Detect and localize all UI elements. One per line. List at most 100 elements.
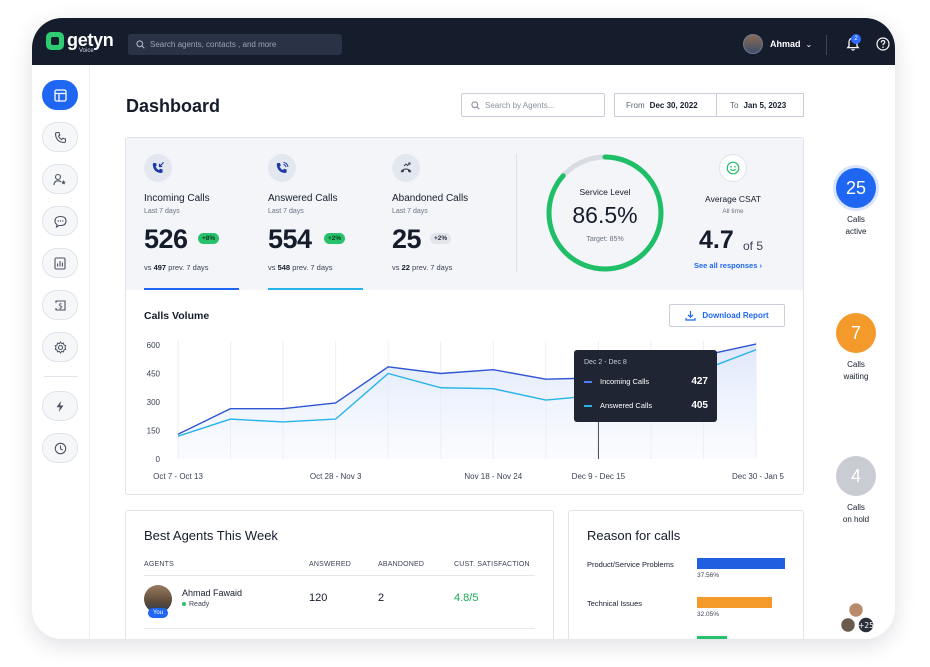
chevron-right-icon: › bbox=[759, 261, 762, 270]
clock-icon bbox=[54, 442, 66, 454]
sidebar-item-dashboard[interactable] bbox=[42, 80, 78, 110]
reason-label: Technical Issues bbox=[587, 599, 643, 608]
sidebar: $ bbox=[32, 65, 90, 639]
calls-on-hold-count: 4 bbox=[836, 456, 876, 496]
agent-search[interactable] bbox=[461, 93, 605, 117]
tooltip-row-incoming: Incoming Calls 427 bbox=[584, 376, 708, 387]
stat-period: Last 7 days bbox=[392, 208, 428, 215]
answered-call-icon bbox=[268, 154, 296, 182]
csat-period: All time bbox=[722, 208, 744, 215]
you-badge: You bbox=[148, 608, 168, 618]
see-all-responses-link[interactable]: See all responses › bbox=[694, 261, 762, 270]
stat-previous: vs 548 prev. 7 days bbox=[268, 263, 333, 272]
satisfaction-score: 4.8/5 bbox=[454, 592, 479, 604]
stat-value: 25 bbox=[392, 224, 422, 254]
best-agents-card: Best Agents This Week AGENTS ANSWERED AB… bbox=[125, 510, 554, 639]
tooltip-value: 405 bbox=[691, 400, 708, 411]
sidebar-item-calls[interactable] bbox=[42, 122, 78, 152]
stat-title: Incoming Calls bbox=[144, 193, 210, 204]
bolt-icon bbox=[56, 400, 64, 412]
global-search-input[interactable] bbox=[150, 40, 330, 49]
chevron-down-icon: ⌄ bbox=[805, 39, 813, 49]
divider bbox=[144, 575, 535, 576]
column-header-agents: AGENTS bbox=[144, 561, 174, 568]
answered-count: 120 bbox=[309, 592, 328, 604]
stat-title: Abandoned Calls bbox=[392, 193, 469, 204]
incoming-call-icon bbox=[144, 154, 172, 182]
column-header-abandoned: ABANDONED bbox=[378, 561, 425, 568]
see-all-responses-label: See all responses bbox=[694, 261, 758, 270]
service-level-ring bbox=[546, 154, 664, 272]
y-tick-label: 150 bbox=[147, 427, 161, 436]
user-menu[interactable]: Ahmad ⌄ bbox=[743, 34, 812, 54]
y-tick-label: 600 bbox=[147, 341, 161, 350]
calls-on-hold-widget[interactable]: 4 Calls on hold bbox=[831, 456, 881, 526]
abandoned-count: 2 bbox=[378, 592, 385, 604]
column-header-answered: ANSWERED bbox=[309, 561, 352, 568]
calls-active-label: Calls active bbox=[845, 215, 867, 236]
sidebar-item-agents[interactable] bbox=[42, 164, 78, 194]
tooltip-value: 427 bbox=[691, 376, 708, 387]
date-from[interactable]: From Dec 30, 2022 bbox=[614, 93, 717, 117]
reason-for-calls-card: Reason for calls Product/Service Problem… bbox=[568, 510, 804, 639]
y-tick-label: 300 bbox=[147, 398, 161, 407]
calls-waiting-count: 7 bbox=[836, 313, 876, 353]
notification-badge: 2 bbox=[851, 34, 861, 44]
y-tick-label: 450 bbox=[147, 370, 161, 379]
sidebar-item-integrations[interactable] bbox=[42, 391, 78, 421]
top-bar: getyn Voice Ahmad ⌄ 2 bbox=[32, 18, 895, 65]
search-icon bbox=[471, 100, 480, 110]
reason-percent: 37.56% bbox=[697, 572, 720, 579]
stat-period: Last 7 days bbox=[144, 208, 180, 215]
sidebar-item-billing[interactable]: $ bbox=[42, 290, 78, 320]
csat-title: Average CSAT bbox=[705, 194, 761, 204]
reason-label: Payment Issues bbox=[587, 638, 640, 639]
dashboard-icon bbox=[53, 88, 67, 102]
agent-name: Ahmad Fawaid bbox=[182, 588, 243, 598]
date-from-value: Dec 30, 2022 bbox=[649, 100, 698, 110]
smile-icon bbox=[719, 154, 747, 182]
download-report-button[interactable]: Download Report bbox=[669, 304, 785, 327]
csat-value: 4.7 bbox=[699, 226, 734, 254]
tooltip-label: Answered Calls bbox=[600, 401, 653, 410]
date-to-label: To bbox=[730, 100, 739, 110]
sidebar-item-settings[interactable] bbox=[42, 332, 78, 362]
sidebar-item-messages[interactable] bbox=[42, 206, 78, 236]
agent-search-input[interactable] bbox=[485, 100, 595, 110]
sidebar-item-history[interactable] bbox=[42, 433, 78, 463]
calls-on-hold-label: Calls on hold bbox=[842, 503, 870, 524]
stat-previous: vs 497 prev. 7 days bbox=[144, 263, 209, 272]
logo[interactable]: getyn bbox=[46, 30, 114, 50]
logo-mark bbox=[46, 32, 64, 50]
x-tick-label: Oct 28 - Nov 3 bbox=[310, 472, 362, 481]
legend-swatch-incoming bbox=[584, 381, 592, 384]
global-search[interactable] bbox=[128, 34, 342, 55]
reason-label: Product/Service Problems bbox=[587, 560, 674, 569]
phone-icon bbox=[54, 131, 66, 143]
tooltip-label: Incoming Calls bbox=[600, 377, 650, 386]
user-star-icon bbox=[53, 173, 66, 185]
download-report-label: Download Report bbox=[702, 311, 769, 320]
reason-for-calls-title: Reason for calls bbox=[587, 528, 681, 543]
date-to[interactable]: To Jan 5, 2023 bbox=[716, 93, 804, 117]
divider bbox=[826, 35, 827, 55]
best-agents-title: Best Agents This Week bbox=[144, 528, 278, 543]
stat-period: Last 7 days bbox=[268, 208, 304, 215]
dollar-icon: $ bbox=[54, 299, 66, 311]
sidebar-divider bbox=[44, 376, 78, 377]
chat-icon bbox=[53, 215, 67, 228]
tooltip-row-answered: Answered Calls 405 bbox=[584, 400, 708, 411]
calls-waiting-label: Calls waiting bbox=[843, 360, 869, 381]
sidebar-item-reports[interactable] bbox=[42, 248, 78, 278]
online-agents-stack[interactable]: +25 bbox=[838, 603, 882, 639]
x-tick-label: Dec 30 - Jan 5 bbox=[732, 472, 785, 481]
calls-active-widget[interactable]: 25 Calls active bbox=[831, 168, 881, 238]
reason-bar bbox=[697, 636, 728, 639]
x-tick-label: Dec 9 - Dec 15 bbox=[572, 472, 626, 481]
stats-card: Incoming Calls Last 7 days 526 +8% vs 49… bbox=[125, 137, 804, 495]
logo-text: getyn bbox=[67, 30, 114, 50]
help-icon[interactable] bbox=[876, 37, 890, 51]
stat-previous: vs 22 prev. 7 days bbox=[392, 263, 453, 272]
calls-waiting-widget[interactable]: 7 Calls waiting bbox=[831, 313, 881, 383]
page-title: Dashboard bbox=[126, 96, 221, 116]
